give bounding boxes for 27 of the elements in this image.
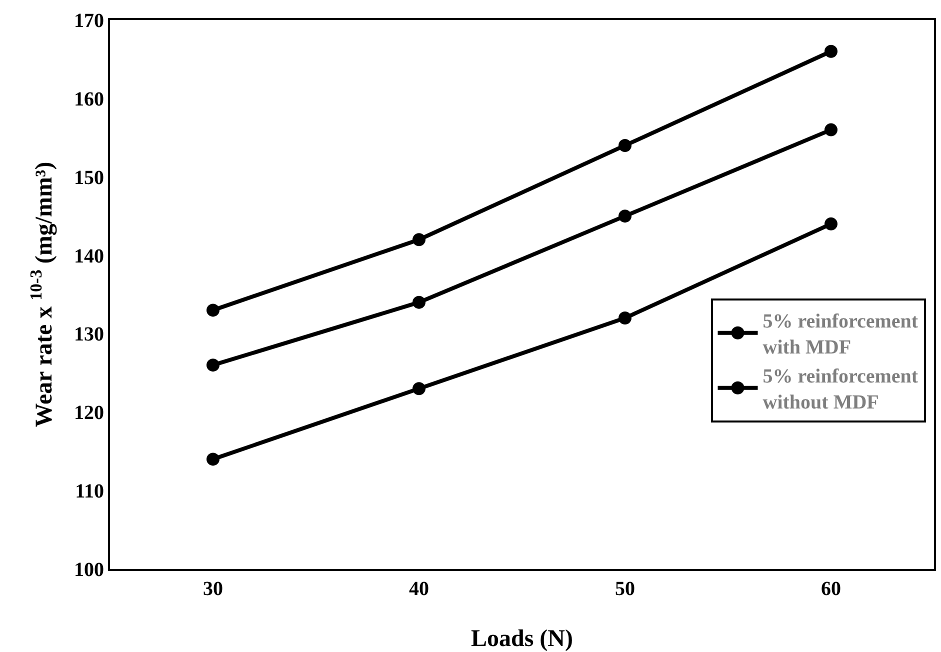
y-tick-label: 170 xyxy=(74,10,104,32)
y-tick-label: 160 xyxy=(74,88,104,110)
y-tick-label: 130 xyxy=(74,324,104,346)
point xyxy=(824,217,838,230)
y-tick-label: 150 xyxy=(74,166,104,189)
x-tick-label: 30 xyxy=(203,578,223,600)
point xyxy=(206,358,220,372)
y-tick-label: 110 xyxy=(75,480,104,503)
legend-label: 5% reinforcement with MDF xyxy=(762,310,918,359)
point xyxy=(824,123,838,136)
legend-label: 5% reinforcement without MDF xyxy=(762,366,918,414)
point xyxy=(618,312,632,325)
y-tick-label: 140 xyxy=(74,245,104,268)
y-tick-label: 100 xyxy=(74,559,104,581)
point xyxy=(618,210,632,223)
point xyxy=(618,138,632,152)
x-axis-title: Loads (N) xyxy=(470,626,574,652)
point xyxy=(206,452,220,466)
point xyxy=(412,233,426,246)
x-tick-label: 40 xyxy=(409,578,429,600)
point xyxy=(412,382,426,396)
x-tick-label: 50 xyxy=(615,578,635,600)
y-tick-label: 120 xyxy=(74,402,104,424)
point xyxy=(412,296,426,309)
x-tick-label: 60 xyxy=(821,578,841,600)
point xyxy=(824,44,838,58)
point xyxy=(206,304,220,317)
